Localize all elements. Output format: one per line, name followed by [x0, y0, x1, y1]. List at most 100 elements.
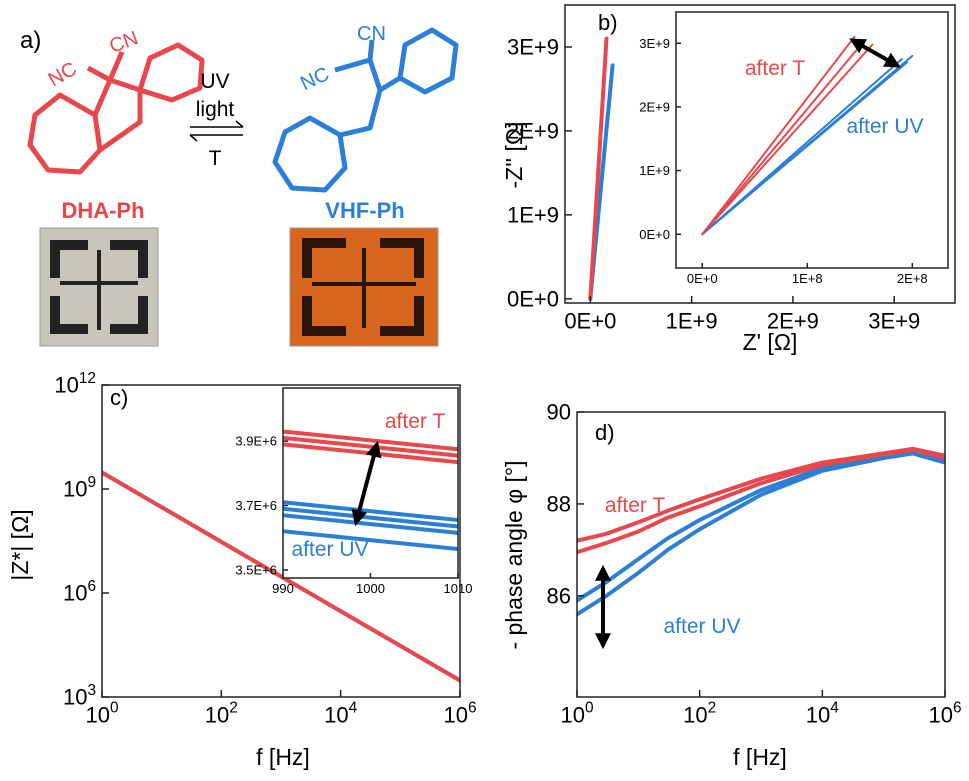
tick-label: 0E+0 — [507, 287, 559, 312]
tick-label: 90 — [547, 400, 571, 425]
data-line — [588, 36, 609, 301]
panel-label: d) — [595, 420, 615, 445]
tick-base: 10 — [85, 702, 109, 727]
tick-label: 106 — [928, 699, 961, 727]
tick-label: 3E+9 — [507, 35, 559, 60]
tick-base: 10 — [928, 702, 952, 727]
compound-name: VHF-Ph — [325, 198, 404, 223]
plot-frame — [576, 411, 946, 698]
group: NC — [45, 58, 81, 91]
tick-exponent: 0 — [585, 699, 594, 716]
tick-label: 990 — [272, 581, 294, 596]
tick-base: 10 — [63, 477, 87, 502]
tick-base: 10 — [63, 581, 87, 606]
y-axis-label: -Z'' [Ω] — [501, 122, 527, 189]
tick-label: 106 — [63, 578, 96, 606]
compound-name: DHA-Ph — [61, 198, 144, 223]
group: CN — [357, 23, 386, 45]
series-group — [701, 35, 914, 236]
tick-label: 2E+9 — [639, 99, 670, 114]
tick-label: 100 — [560, 699, 593, 727]
series-group — [577, 446, 945, 617]
tick-label: 1E+9 — [507, 203, 559, 228]
y-axis-label: - phase angle φ [°] — [501, 460, 527, 649]
tick-label: 2E+9 — [507, 119, 559, 144]
bond — [86, 65, 112, 83]
bond — [339, 59, 383, 138]
annotation: after T — [745, 57, 805, 80]
tick-label: 104 — [806, 699, 839, 727]
plot-frame — [564, 4, 956, 304]
tick-base: 10 — [54, 373, 78, 398]
ring — [272, 115, 348, 193]
tick-label: 0E+0 — [639, 227, 670, 242]
annotation: after UV — [663, 615, 740, 638]
tick-label: 3.7E+6 — [235, 498, 277, 513]
tick-label: 1E+9 — [639, 163, 670, 178]
ring — [92, 77, 143, 153]
ring — [137, 42, 205, 103]
tick-label: 86 — [547, 584, 571, 609]
data-line — [701, 35, 856, 236]
x-axis-label: Z' [Ω] — [743, 329, 798, 355]
photo — [39, 227, 159, 347]
annotation: after UV — [846, 115, 923, 138]
tick-label: 2E+8 — [897, 271, 928, 286]
ring — [397, 27, 459, 95]
tick-base: 10 — [63, 685, 87, 710]
tick-label: 103 — [63, 682, 96, 710]
tick-label: 100 — [85, 699, 118, 727]
group: NC — [297, 63, 332, 95]
tick-label: 3.5E+6 — [235, 562, 277, 577]
tick-base: 10 — [443, 702, 467, 727]
tick-label: 3E+9 — [639, 36, 670, 51]
tick-label: 0E+0 — [687, 271, 718, 286]
annotation: after UV — [291, 538, 368, 561]
tick-label: 3E+9 — [868, 308, 920, 333]
bond — [107, 51, 125, 81]
plot-frame — [101, 384, 461, 698]
tick-exponent: 12 — [79, 370, 96, 387]
tick-label: 88 — [547, 492, 571, 517]
data-line — [701, 39, 866, 236]
tick-exponent: 2 — [708, 699, 717, 716]
tick-label: 1E+8 — [792, 271, 823, 286]
tick-label: 104 — [324, 699, 357, 727]
data-line — [701, 61, 908, 236]
tick-exponent: 6 — [87, 578, 96, 595]
condition: T — [209, 147, 222, 170]
group: CN — [106, 27, 141, 58]
scheme: a) NC CN DHA-Ph UV light T NC CN VHF-Ph — [20, 23, 459, 347]
tick-label: 102 — [205, 699, 238, 727]
tick-label: 1E+9 — [666, 308, 718, 333]
tick-exponent: 6 — [953, 699, 962, 716]
y-axis-label: |Z*| [Ω] — [7, 509, 33, 580]
tick-label: 102 — [683, 699, 716, 727]
tick-exponent: 2 — [229, 699, 238, 716]
tick-label: 109 — [63, 474, 96, 502]
tick-base: 10 — [806, 702, 830, 727]
data-line — [283, 429, 458, 452]
data-line — [283, 529, 458, 551]
tick-label: 1010 — [444, 581, 473, 596]
x-axis-label: f [Hz] — [733, 744, 787, 770]
bond — [378, 75, 402, 93]
tick-exponent: 6 — [468, 699, 477, 716]
data-line — [577, 447, 945, 555]
tick-label: 1000 — [356, 581, 385, 596]
tick-label: 3.9E+6 — [235, 434, 277, 449]
bond — [334, 57, 371, 73]
data-line — [701, 43, 874, 236]
plot-frame — [675, 11, 949, 269]
tick-label: 106 — [443, 699, 476, 727]
change-arrow — [849, 38, 901, 68]
condition: light — [196, 98, 235, 121]
x-axis-label: f [Hz] — [256, 744, 310, 770]
tick-exponent: 9 — [87, 474, 96, 491]
tick-label: 0E+0 — [564, 308, 616, 333]
data-line — [577, 451, 945, 617]
ring — [27, 92, 103, 175]
change-arrow — [351, 440, 382, 527]
